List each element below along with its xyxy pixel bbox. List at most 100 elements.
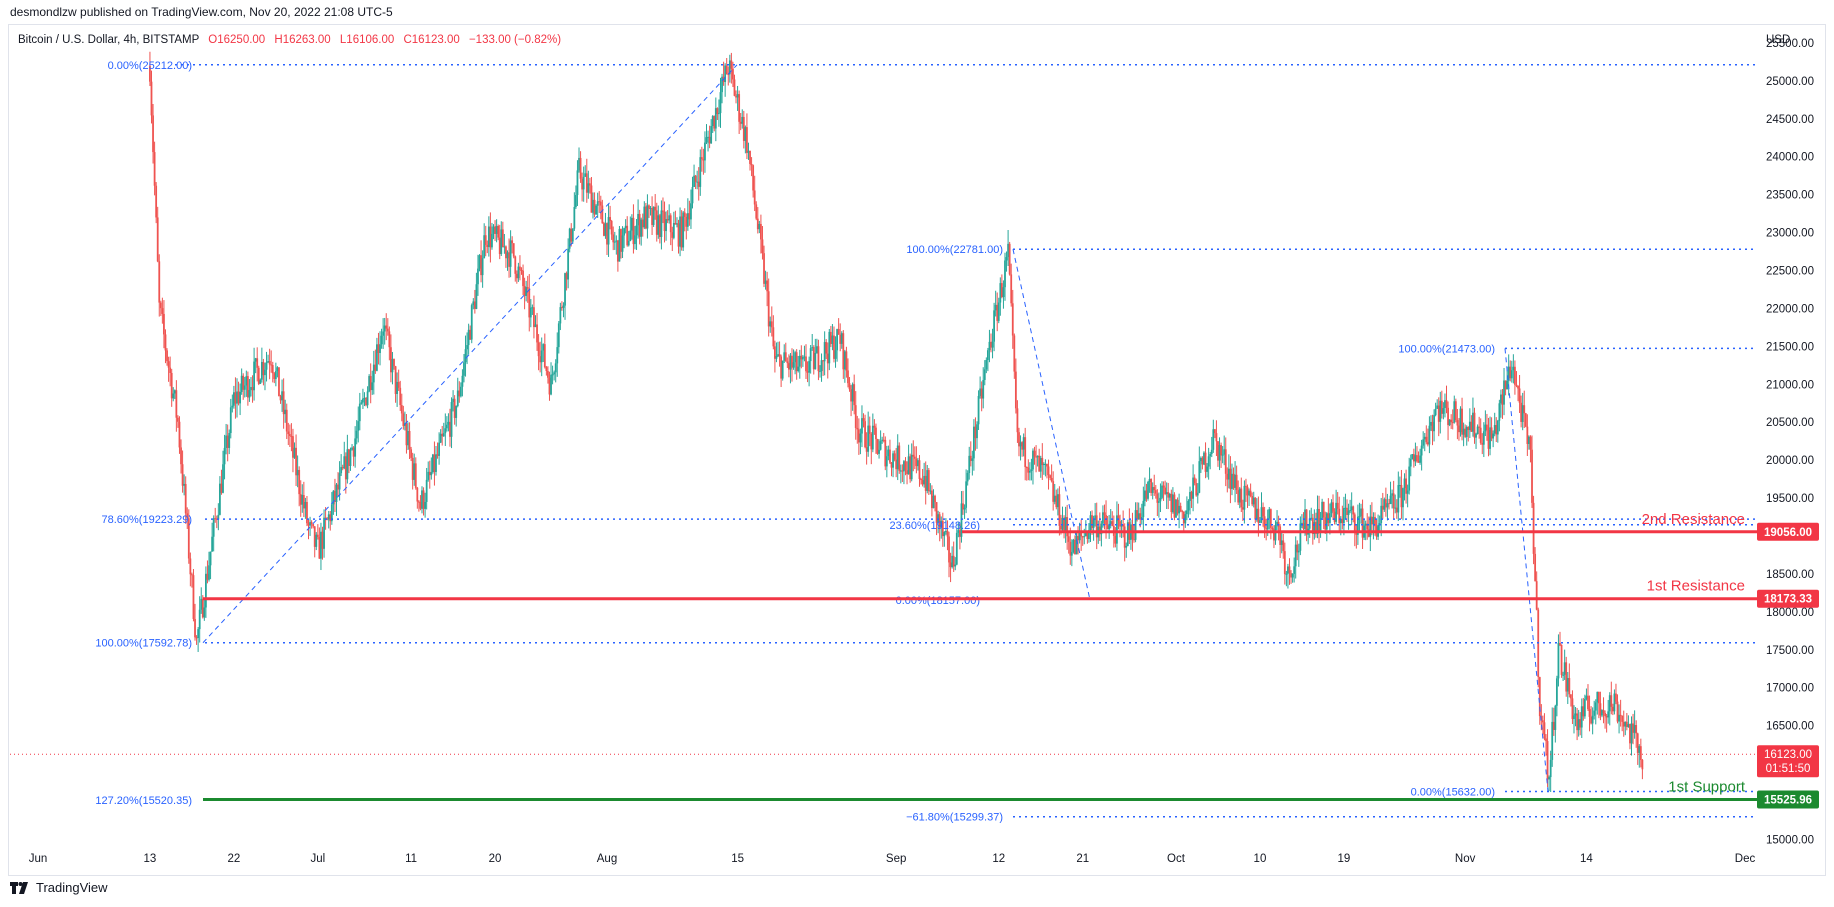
candle-body: [1018, 432, 1020, 447]
candle-body: [1187, 501, 1190, 511]
candle-body: [402, 413, 405, 426]
candle-body: [191, 574, 193, 576]
candle-body: [1496, 420, 1499, 435]
candle-body: [825, 342, 828, 354]
candle-body: [780, 356, 783, 379]
candle-body: [999, 283, 1002, 303]
candle-body: [567, 248, 570, 280]
candle-body: [786, 361, 789, 364]
candle-body: [1459, 408, 1462, 433]
candle-body: [1569, 694, 1572, 699]
candle-body: [1515, 384, 1518, 386]
candle-body: [330, 504, 333, 522]
candle-body: [1290, 573, 1292, 578]
candle-body: [315, 534, 318, 547]
candle-body: [1577, 719, 1580, 731]
candle-body: [1636, 733, 1639, 753]
symbol-title[interactable]: Bitcoin / U.S. Dollar, 4h, BITSTAMP: [18, 34, 200, 46]
candle-body: [856, 427, 859, 430]
candle-body: [935, 502, 938, 523]
candle-body: [1568, 678, 1571, 695]
candle-body: [657, 215, 660, 235]
candle-body: [1605, 716, 1608, 718]
candle-body: [1173, 494, 1176, 518]
candle-body: [718, 113, 720, 115]
candle-body: [1207, 456, 1210, 467]
candle-body: [1036, 455, 1039, 458]
candle-body: [273, 373, 276, 379]
candle-body: [1148, 479, 1151, 482]
candle-body: [1510, 370, 1513, 379]
candle-body: [259, 379, 262, 384]
candle-body: [733, 79, 736, 96]
candle-body: [1269, 509, 1272, 528]
candle-body: [410, 449, 413, 458]
candle-body: [700, 157, 703, 160]
candle-body: [1070, 551, 1073, 556]
candle-body: [1607, 711, 1610, 718]
candle-body: [189, 558, 192, 575]
candle-body: [690, 203, 692, 220]
level-price-badge: [1757, 589, 1819, 608]
footer-brand[interactable]: TradingView: [10, 880, 108, 895]
candle-body: [1619, 714, 1622, 716]
candle-body: [254, 358, 257, 362]
candle-body: [256, 358, 259, 368]
candle-body: [1447, 407, 1449, 426]
candle-body: [1139, 513, 1142, 520]
candle-body: [721, 76, 723, 93]
candle-body: [674, 223, 677, 225]
candle-body: [1412, 454, 1415, 462]
candle-body: [197, 629, 200, 638]
candle-body: [1056, 494, 1059, 508]
x-tick-label: Jul: [310, 853, 325, 865]
candle-body: [228, 433, 231, 448]
candle-body: [492, 226, 495, 234]
candle-body: [1465, 427, 1468, 437]
candle-body: [467, 329, 470, 346]
candle-body: [1534, 553, 1537, 582]
candle-body: [738, 94, 741, 122]
candle-body: [1086, 531, 1089, 540]
candle-body: [1594, 702, 1597, 711]
candle-body: [1195, 483, 1198, 496]
candle-body: [1203, 452, 1205, 465]
y-tick-label: 23500.00: [1766, 190, 1814, 202]
candle-body: [1565, 662, 1568, 692]
candle-body: [1353, 514, 1356, 532]
candle-body: [438, 442, 440, 456]
candle-body: [1044, 463, 1047, 465]
candle-body: [1380, 505, 1383, 524]
candle-body: [623, 228, 626, 236]
candle-body: [382, 331, 385, 336]
candle-body: [655, 210, 658, 235]
candle-body: [1554, 705, 1557, 730]
candle-body: [596, 201, 599, 206]
candle-body: [1081, 536, 1084, 538]
x-tick-label: 10: [1254, 853, 1267, 865]
candle-body: [571, 228, 574, 242]
candle-body: [1454, 401, 1457, 421]
candle-body: [1324, 517, 1327, 530]
candle-body: [620, 229, 622, 252]
candle-body: [1521, 405, 1524, 422]
candle-body: [348, 449, 350, 466]
candle-body: [1439, 400, 1442, 422]
candle-body: [1218, 445, 1221, 461]
candle-body: [1514, 366, 1516, 385]
candle-body: [924, 475, 927, 491]
candle-body: [274, 371, 277, 379]
high-value: H16263.00: [274, 34, 331, 46]
candle-body: [411, 457, 414, 480]
candle-body: [1402, 488, 1404, 508]
candle-body: [843, 351, 846, 370]
candle-body: [1084, 531, 1087, 537]
candle-body: [1089, 515, 1092, 531]
candle-body: [419, 502, 422, 509]
candle-body: [587, 183, 590, 193]
candle-body: [536, 324, 538, 343]
candle-body: [498, 237, 501, 255]
candle-body: [1178, 505, 1181, 514]
candle-body: [732, 68, 734, 80]
